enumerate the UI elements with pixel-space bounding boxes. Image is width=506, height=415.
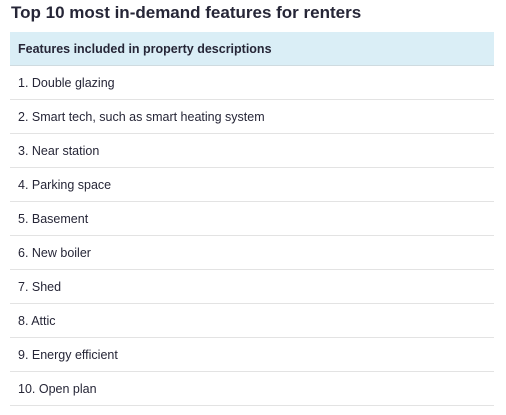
table-row: 2. Smart tech, such as smart heating sys…: [10, 99, 494, 134]
table-cell: 8. Attic: [10, 303, 494, 338]
table-cell: 2. Smart tech, such as smart heating sys…: [10, 99, 494, 134]
table-cell: 1. Double glazing: [10, 65, 494, 100]
table-header-cell: Features included in property descriptio…: [10, 32, 494, 66]
page-title: Top 10 most in-demand features for rente…: [11, 3, 362, 22]
table-row: 3. Near station: [10, 133, 494, 168]
table-cell: 10. Open plan: [10, 371, 494, 406]
table-cell: 9. Energy efficient: [10, 337, 494, 372]
table-header-row: Features included in property descriptio…: [10, 32, 494, 66]
features-table: Features included in property descriptio…: [10, 32, 494, 406]
table-cell: 5. Basement: [10, 201, 494, 236]
table-row: 4. Parking space: [10, 167, 494, 202]
table-cell: 4. Parking space: [10, 167, 494, 202]
table-cell: 3. Near station: [10, 133, 494, 168]
table-row: 10. Open plan: [10, 371, 494, 406]
table-row: 5. Basement: [10, 201, 494, 236]
table-row: 7. Shed: [10, 269, 494, 304]
table-row: 6. New boiler: [10, 235, 494, 270]
table-cell: 6. New boiler: [10, 235, 494, 270]
table-row: 8. Attic: [10, 303, 494, 338]
table-cell: 7. Shed: [10, 269, 494, 304]
table-row: 1. Double glazing: [10, 65, 494, 100]
table-row: 9. Energy efficient: [10, 337, 494, 372]
